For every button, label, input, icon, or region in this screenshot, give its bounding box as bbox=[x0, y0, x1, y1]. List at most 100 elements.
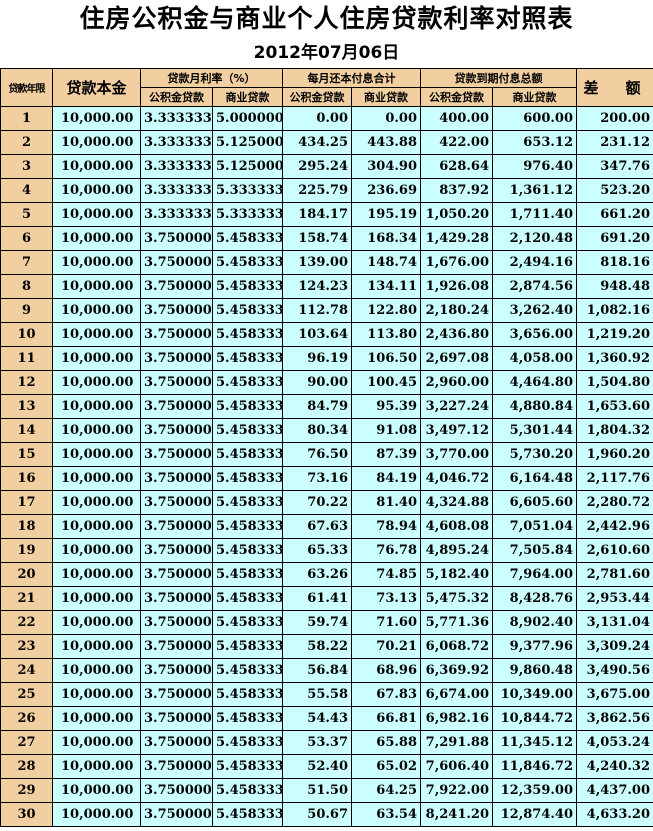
cell-commercial-payment: 106.50 bbox=[351, 346, 421, 371]
cell-commercial-interest: 7,505.84 bbox=[492, 538, 577, 563]
cell-principal: 10,000.00 bbox=[52, 514, 141, 539]
cell-difference: 231.12 bbox=[576, 130, 653, 155]
cell-principal: 10,000.00 bbox=[52, 562, 141, 587]
cell-housing-fund-rate: 3.750000 bbox=[140, 778, 213, 803]
cell-housing-fund-rate: 3.750000 bbox=[140, 730, 213, 755]
cell-difference: 2,280.72 bbox=[576, 490, 653, 515]
cell-commercial-payment: 63.54 bbox=[351, 802, 421, 827]
cell-commercial-rate: 5.458333 bbox=[212, 418, 283, 443]
cell-principal: 10,000.00 bbox=[52, 298, 141, 323]
cell-commercial-interest: 9,860.48 bbox=[492, 658, 577, 683]
cell-difference: 1,360.92 bbox=[576, 346, 653, 371]
cell-principal: 10,000.00 bbox=[52, 250, 141, 275]
cell-housing-fund-payment: 55.58 bbox=[282, 682, 352, 707]
cell-housing-fund-interest: 6,068.72 bbox=[420, 634, 493, 659]
cell-housing-fund-rate: 3.333333 bbox=[140, 202, 213, 227]
cell-commercial-rate: 5.458333 bbox=[212, 586, 283, 611]
header-total-interest: 贷款到期付息总额 bbox=[420, 68, 577, 88]
cell-housing-fund-payment: 56.84 bbox=[282, 658, 352, 683]
cell-housing-fund-interest: 4,895.24 bbox=[420, 538, 493, 563]
cell-commercial-payment: 91.08 bbox=[351, 418, 421, 443]
table-row: 20 10,000.00 3.750000 5.458333 63.26 74.85 5,1… bbox=[0, 562, 653, 587]
cell-difference: 4,633.20 bbox=[576, 802, 653, 827]
cell-housing-fund-payment: 51.50 bbox=[282, 778, 352, 803]
table-row: 8 10,000.00 3.750000 5.458333 124.23 134.11 1,… bbox=[0, 274, 653, 299]
cell-commercial-interest: 11,846.72 bbox=[492, 754, 577, 779]
cell-housing-fund-interest: 5,475.32 bbox=[420, 586, 493, 611]
cell-commercial-payment: 68.96 bbox=[351, 658, 421, 683]
cell-housing-fund-interest: 1,429.28 bbox=[420, 226, 493, 251]
cell-commercial-payment: 71.60 bbox=[351, 610, 421, 635]
cell-housing-fund-interest: 6,369.92 bbox=[420, 658, 493, 683]
cell-housing-fund-rate: 3.750000 bbox=[140, 754, 213, 779]
cell-housing-fund-rate: 3.750000 bbox=[140, 802, 213, 827]
cell-term-year: 13 bbox=[0, 394, 53, 419]
cell-commercial-payment: 148.74 bbox=[351, 250, 421, 275]
cell-commercial-rate: 5.458333 bbox=[212, 634, 283, 659]
cell-term-year: 4 bbox=[0, 178, 53, 203]
cell-difference: 3,490.56 bbox=[576, 658, 653, 683]
cell-commercial-rate: 5.458333 bbox=[212, 274, 283, 299]
subheader-housing-fund-payment: 公积金贷款 bbox=[282, 87, 352, 107]
cell-commercial-rate: 5.458333 bbox=[212, 706, 283, 731]
subheader-housing-fund-interest: 公积金贷款 bbox=[420, 87, 493, 107]
cell-term-year: 24 bbox=[0, 658, 53, 683]
subheader-commercial-interest: 商业贷款 bbox=[492, 87, 577, 107]
cell-difference: 4,053.24 bbox=[576, 730, 653, 755]
cell-commercial-interest: 12,874.40 bbox=[492, 802, 577, 827]
cell-commercial-rate: 5.333333 bbox=[212, 202, 283, 227]
cell-difference: 2,781.60 bbox=[576, 562, 653, 587]
cell-housing-fund-rate: 3.750000 bbox=[140, 490, 213, 515]
cell-term-year: 14 bbox=[0, 418, 53, 443]
header-monthly-payment: 每月还本付息合计 bbox=[282, 68, 421, 88]
table-row: 15 10,000.00 3.750000 5.458333 76.50 87.39 3,7… bbox=[0, 442, 653, 467]
cell-housing-fund-rate: 3.333333 bbox=[140, 154, 213, 179]
cell-housing-fund-payment: 59.74 bbox=[282, 610, 352, 635]
cell-principal: 10,000.00 bbox=[52, 226, 141, 251]
cell-principal: 10,000.00 bbox=[52, 586, 141, 611]
cell-term-year: 20 bbox=[0, 562, 53, 587]
cell-commercial-payment: 134.11 bbox=[351, 274, 421, 299]
table-row: 3 10,000.00 3.333333 5.125000 295.24 304.90 62… bbox=[0, 154, 653, 179]
cell-commercial-interest: 4,058.00 bbox=[492, 346, 577, 371]
table-row: 11 10,000.00 3.750000 5.458333 96.19 106.50 2,… bbox=[0, 346, 653, 371]
cell-term-year: 9 bbox=[0, 298, 53, 323]
table-row: 2 10,000.00 3.333333 5.125000 434.25 443.88 42… bbox=[0, 130, 653, 155]
cell-principal: 10,000.00 bbox=[52, 202, 141, 227]
cell-housing-fund-rate: 3.750000 bbox=[140, 322, 213, 347]
loan-rate-table: 贷款年限 贷款本金 贷款月利率（%） 每月还本付息合计 贷款到期付息总额 差 额… bbox=[0, 68, 653, 827]
table-row: 29 10,000.00 3.750000 5.458333 51.50 64.25 7,9… bbox=[0, 778, 653, 803]
cell-housing-fund-payment: 67.63 bbox=[282, 514, 352, 539]
cell-term-year: 6 bbox=[0, 226, 53, 251]
cell-housing-fund-rate: 3.333333 bbox=[140, 130, 213, 155]
cell-housing-fund-rate: 3.750000 bbox=[140, 250, 213, 275]
cell-term-year: 28 bbox=[0, 754, 53, 779]
cell-housing-fund-rate: 3.750000 bbox=[140, 226, 213, 251]
cell-difference: 200.00 bbox=[576, 106, 653, 131]
table-row: 28 10,000.00 3.750000 5.458333 52.40 65.02 7,6… bbox=[0, 754, 653, 779]
cell-term-year: 23 bbox=[0, 634, 53, 659]
cell-commercial-rate: 5.458333 bbox=[212, 682, 283, 707]
table-row: 14 10,000.00 3.750000 5.458333 80.34 91.08 3,4… bbox=[0, 418, 653, 443]
cell-term-year: 8 bbox=[0, 274, 53, 299]
cell-housing-fund-rate: 3.750000 bbox=[140, 370, 213, 395]
cell-housing-fund-interest: 1,676.00 bbox=[420, 250, 493, 275]
cell-commercial-payment: 74.85 bbox=[351, 562, 421, 587]
cell-principal: 10,000.00 bbox=[52, 466, 141, 491]
cell-housing-fund-payment: 139.00 bbox=[282, 250, 352, 275]
cell-commercial-rate: 5.458333 bbox=[212, 538, 283, 563]
cell-housing-fund-payment: 158.74 bbox=[282, 226, 352, 251]
cell-housing-fund-rate: 3.750000 bbox=[140, 634, 213, 659]
cell-commercial-rate: 5.458333 bbox=[212, 322, 283, 347]
cell-principal: 10,000.00 bbox=[52, 706, 141, 731]
table-row: 17 10,000.00 3.750000 5.458333 70.22 81.40 4,3… bbox=[0, 490, 653, 515]
cell-housing-fund-rate: 3.750000 bbox=[140, 418, 213, 443]
cell-commercial-interest: 4,464.80 bbox=[492, 370, 577, 395]
table-row: 23 10,000.00 3.750000 5.458333 58.22 70.21 6,0… bbox=[0, 634, 653, 659]
cell-term-year: 11 bbox=[0, 346, 53, 371]
cell-housing-fund-interest: 628.64 bbox=[420, 154, 493, 179]
cell-housing-fund-rate: 3.750000 bbox=[140, 610, 213, 635]
cell-housing-fund-rate: 3.333333 bbox=[140, 178, 213, 203]
cell-term-year: 16 bbox=[0, 466, 53, 491]
